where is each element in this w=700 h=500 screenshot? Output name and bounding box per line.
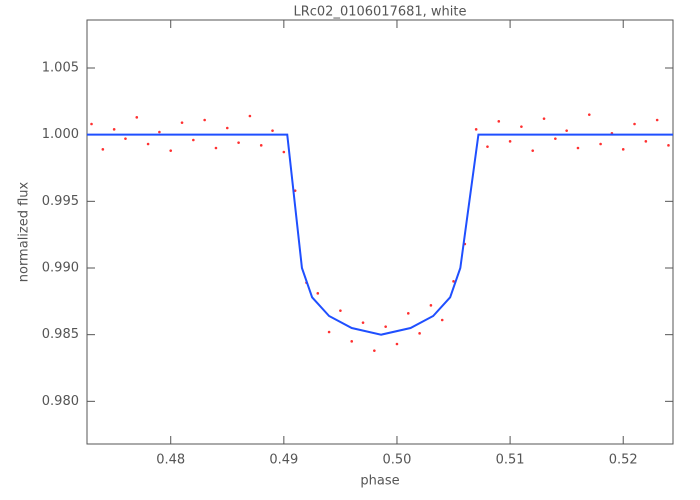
data-point xyxy=(203,118,206,122)
data-point xyxy=(384,325,387,328)
data-point xyxy=(339,309,342,312)
data-point xyxy=(282,150,286,154)
data-point xyxy=(633,122,636,126)
data-point xyxy=(169,149,173,152)
data-point xyxy=(135,116,139,119)
data-point xyxy=(90,122,93,126)
data-point xyxy=(497,120,501,123)
data-point xyxy=(327,330,331,334)
data-point xyxy=(406,312,410,315)
data-point xyxy=(180,121,184,124)
x-tick-label: 0.50 xyxy=(382,453,411,468)
data-point xyxy=(452,280,455,283)
data-point xyxy=(542,117,546,120)
y-tick-label: 1.005 xyxy=(42,61,79,76)
data-point xyxy=(667,144,670,147)
data-point xyxy=(225,126,229,130)
data-point xyxy=(361,321,365,324)
data-point xyxy=(271,129,274,132)
data-point xyxy=(440,318,444,322)
data-point xyxy=(237,141,240,144)
data-point xyxy=(520,125,523,128)
data-point xyxy=(418,332,421,335)
data-point xyxy=(508,140,512,143)
x-axis-label: phase xyxy=(360,474,399,489)
x-tick-label: 0.49 xyxy=(269,453,298,468)
data-point xyxy=(576,146,580,150)
data-point xyxy=(621,148,625,151)
data-point xyxy=(158,130,161,134)
x-tick-label: 0.51 xyxy=(496,453,525,468)
y-tick-label: 0.985 xyxy=(42,327,79,342)
data-point xyxy=(429,304,433,307)
data-point xyxy=(248,114,252,118)
data-point xyxy=(587,113,591,116)
y-tick-label: 0.995 xyxy=(42,194,79,209)
y-axis-label: normalized flux xyxy=(17,181,32,282)
plot-frame xyxy=(86,19,674,445)
data-point xyxy=(259,144,263,147)
data-point xyxy=(101,148,105,151)
data-point xyxy=(531,149,535,152)
data-point xyxy=(214,146,218,150)
data-point xyxy=(474,128,478,131)
data-point xyxy=(316,292,320,295)
data-point xyxy=(554,137,557,140)
y-tick-label: 0.990 xyxy=(42,261,79,276)
chart-title: LRc02_0106017681, white xyxy=(293,5,466,20)
data-point xyxy=(486,145,489,148)
data-point xyxy=(293,189,297,192)
data-point xyxy=(112,128,116,131)
x-tick-label: 0.48 xyxy=(156,453,185,468)
data-point xyxy=(644,140,648,143)
data-point xyxy=(599,142,602,146)
data-point xyxy=(395,342,399,346)
data-point xyxy=(192,138,195,142)
data-point xyxy=(350,340,354,343)
data-point xyxy=(565,129,568,132)
data-point xyxy=(146,142,150,146)
y-tick-label: 0.980 xyxy=(42,394,79,409)
data-point xyxy=(373,349,376,352)
model-line xyxy=(87,133,673,336)
y-tick-label: 1.000 xyxy=(42,127,79,142)
data-point xyxy=(124,137,127,140)
x-tick-label: 0.52 xyxy=(609,453,638,468)
data-point xyxy=(655,118,659,122)
